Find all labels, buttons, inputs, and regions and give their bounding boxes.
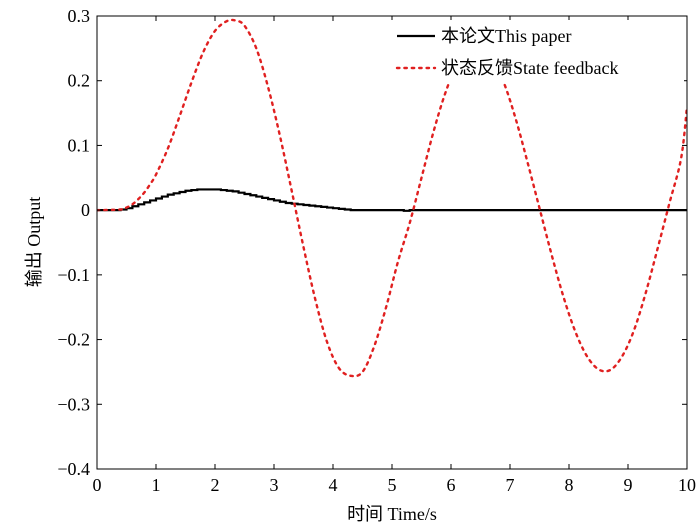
x-tick-label: 8: [565, 475, 574, 495]
y-tick-label: −0.3: [57, 394, 90, 414]
x-tick-label: 3: [270, 475, 279, 495]
y-tick-label: 0.3: [68, 6, 91, 26]
y-tick-label: 0.2: [68, 71, 91, 91]
x-tick-label: 9: [624, 475, 633, 495]
x-tick-label: 1: [152, 475, 161, 495]
series-line-state-feedback: [97, 18, 687, 378]
x-tick-label: 4: [329, 475, 338, 495]
legend-label-this-paper: 本论文This paper: [441, 26, 571, 46]
x-tick-label: 5: [388, 475, 397, 495]
y-tick-label: −0.2: [57, 330, 90, 350]
series-layer: [97, 18, 687, 378]
x-tick-label: 6: [447, 475, 456, 495]
x-axis-label: 时间 Time/s: [347, 504, 437, 524]
x-tick-label: 10: [678, 475, 696, 495]
x-tick-label: 7: [506, 475, 515, 495]
y-tick-label: −0.1: [57, 265, 90, 285]
y-tick-label: 0.1: [68, 135, 91, 155]
legend: 本论文This paper 状态反馈State feedback: [388, 20, 684, 82]
legend-background: [388, 20, 684, 82]
legend-label-state-feedback: 状态反馈State feedback: [441, 58, 618, 78]
ticks-layer: 0 1 2 3 4 5 6 7 8 9 10 0.3 0.2 0.1 0 −0.1 −0.2 −0.3 −0.4: [57, 6, 696, 495]
x-tick-label: 2: [211, 475, 220, 495]
y-tick-label: 0: [81, 200, 90, 220]
y-axis-label: 输出 Output: [24, 197, 44, 288]
y-tick-label: −0.4: [57, 459, 90, 479]
series-line-this-paper: [97, 188, 687, 212]
x-tick-label: 0: [93, 475, 102, 495]
